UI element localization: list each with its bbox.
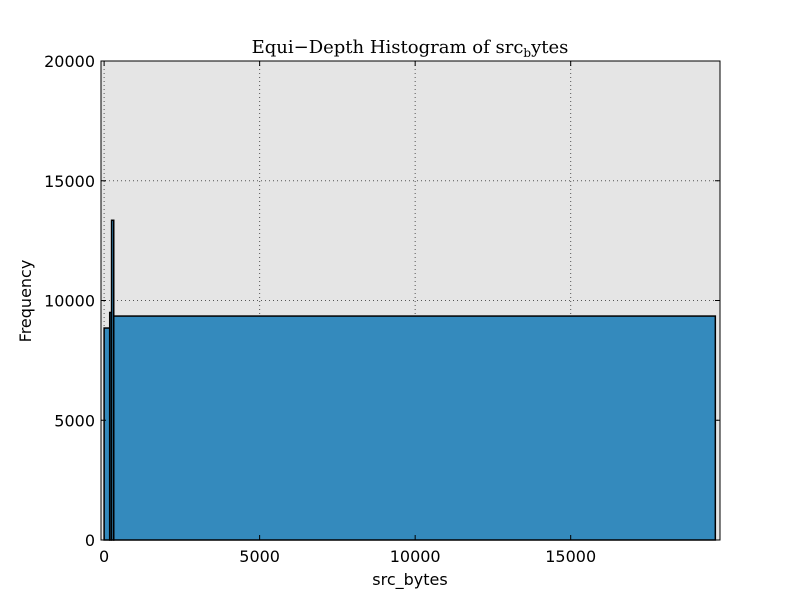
y-tick-label: 15000 <box>44 172 95 191</box>
y-axis-label: Frequency <box>16 260 35 343</box>
axis-ticks: 0 5000 10000 15000 0 5000 10000 15000 20000 <box>44 52 720 566</box>
histogram-bar <box>113 315 717 541</box>
y-tick-label: 0 <box>85 531 95 550</box>
chart-title-subscript: b <box>523 46 531 60</box>
chart-title-suffix: ytes <box>530 37 568 58</box>
x-tick-label: 15000 <box>545 547 596 566</box>
x-tick-label: 5000 <box>239 547 280 566</box>
bars <box>103 219 717 541</box>
y-tick-label: 5000 <box>54 411 95 430</box>
chart-title: Equi−Depth Histogram of srcbytes <box>252 37 569 60</box>
y-tick-label: 10000 <box>44 292 95 311</box>
chart-title-main: Equi−Depth Histogram of src <box>252 37 524 58</box>
y-tick-label: 20000 <box>44 52 95 71</box>
x-tick-label: 10000 <box>390 547 441 566</box>
histogram-bar <box>103 327 111 541</box>
x-axis-label: src_bytes <box>372 570 447 590</box>
x-tick-label: 0 <box>99 547 109 566</box>
